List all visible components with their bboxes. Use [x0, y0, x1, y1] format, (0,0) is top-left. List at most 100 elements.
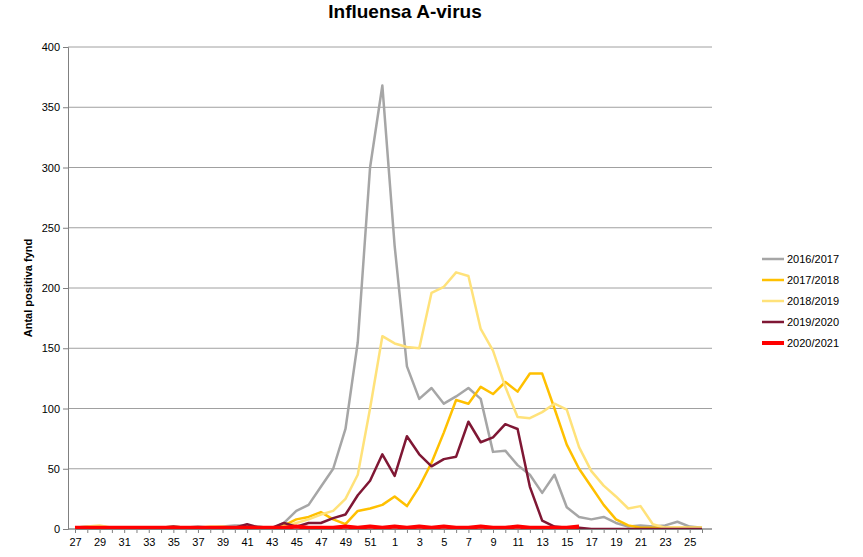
legend-key: [762, 258, 784, 261]
y-tick-label: 400: [42, 41, 60, 53]
y-axis: 050100150200250300350400: [42, 41, 69, 535]
chart: Influensa A-virus05010015020025030035040…: [0, 0, 863, 557]
x-tick-mark: [419, 529, 420, 533]
y-tick: 50: [48, 463, 68, 475]
y-tick: 350: [42, 101, 68, 113]
x-tick: 17: [586, 529, 598, 548]
x-tick: 37: [192, 529, 204, 548]
x-tick-mark: [407, 529, 408, 533]
x-tick-mark: [382, 529, 383, 533]
y-tick: 400: [42, 41, 68, 53]
y-tick: 0: [54, 523, 68, 535]
x-tick: 13: [537, 529, 549, 548]
x-tick-mark: [112, 529, 113, 533]
x-axis-line: [76, 530, 703, 534]
x-tick-mark: [124, 529, 125, 533]
x-tick-label: 47: [315, 536, 327, 548]
x-tick-mark: [628, 529, 629, 533]
x-tick-mark: [75, 529, 76, 533]
x-tick-mark: [345, 529, 346, 533]
x-tick-mark: [493, 529, 494, 533]
y-tick-mark: [63, 529, 68, 530]
title: Influensa A-virus: [328, 1, 481, 22]
x-tick-label: 31: [119, 536, 131, 548]
x-tick-label: 51: [364, 536, 376, 548]
y-tick-mark: [63, 469, 68, 470]
x-tick: [235, 529, 236, 533]
legend-label: 2020/2021: [787, 337, 839, 349]
y-tick: 300: [42, 162, 68, 174]
x-tick-mark: [321, 529, 322, 533]
x-tick: 47: [315, 529, 327, 548]
y-tick: 200: [42, 282, 68, 294]
x-tick: [382, 529, 383, 533]
y-tick-mark: [63, 168, 68, 169]
series-line: [75, 422, 702, 529]
x-tick-mark: [616, 529, 617, 533]
x-tick-mark: [149, 529, 150, 533]
x-tick: 41: [241, 529, 253, 548]
series-line: [75, 86, 702, 529]
x-tick: [432, 529, 433, 533]
x-tick: [554, 529, 555, 533]
x-tick-label: 3: [417, 536, 423, 548]
x-tick-label: 9: [490, 536, 496, 548]
x-tick-label: 35: [168, 536, 180, 548]
lines: [75, 86, 702, 529]
x-tick-mark: [296, 529, 297, 533]
x-tick-mark: [456, 529, 457, 533]
grid-line: [68, 288, 712, 289]
legend: 2016/20172017/20182018/20192019/20202020…: [762, 253, 839, 349]
y-tick-label: 100: [42, 403, 60, 415]
y-tick: 100: [42, 403, 68, 415]
legend-label: 2018/2019: [787, 295, 839, 307]
x-tick: [579, 529, 580, 533]
x-tick: [505, 529, 506, 533]
x-tick-mark: [247, 529, 248, 533]
grid-line: [68, 408, 712, 409]
x-tick: 3: [417, 529, 423, 548]
x-tick-label: 15: [561, 536, 573, 548]
x-tick-mark: [87, 529, 88, 533]
x-tick-mark: [665, 529, 666, 533]
x-tick-mark: [432, 529, 433, 533]
x-tick: 27: [69, 529, 81, 548]
x-tick-mark: [370, 529, 371, 533]
x-tick-mark: [284, 529, 285, 533]
x-tick-mark: [641, 529, 642, 533]
x-tick-mark: [530, 529, 531, 533]
x-tick: [87, 529, 88, 533]
x-tick-label: 23: [659, 536, 671, 548]
x-tick-mark: [259, 529, 260, 533]
x-tick-mark: [136, 529, 137, 533]
x-tick: 33: [143, 529, 155, 548]
legend-key: [762, 279, 784, 282]
legend-key: [762, 341, 784, 345]
x-tick: [358, 529, 359, 533]
x-tick: 21: [635, 529, 647, 548]
grid-line: [68, 167, 712, 168]
x-tick: [530, 529, 531, 533]
legend-label: 2017/2018: [787, 274, 839, 286]
x-tick-mark: [358, 529, 359, 533]
x-tick-mark: [100, 529, 101, 533]
x-tick-mark: [554, 529, 555, 533]
x-tick: 15: [561, 529, 573, 548]
y-tick-mark: [63, 288, 68, 289]
x-tick: [604, 529, 605, 533]
x-tick-mark: [481, 529, 482, 533]
x-tick: [210, 529, 211, 533]
series-line: [75, 527, 579, 528]
y-axis-title: Antal positiva fynd: [22, 239, 34, 337]
y-tick-label: 50: [48, 463, 60, 475]
x-tick: 49: [340, 529, 352, 548]
y-tick-mark: [63, 47, 68, 48]
x-tick-mark: [677, 529, 678, 533]
y-tick-mark: [63, 348, 68, 349]
y-tick: 150: [42, 342, 68, 354]
x-tick-label: 27: [69, 536, 81, 548]
x-tick: 7: [466, 529, 472, 548]
x-tick: [481, 529, 482, 533]
x-tick-label: 45: [291, 536, 303, 548]
x-tick-mark: [235, 529, 236, 533]
